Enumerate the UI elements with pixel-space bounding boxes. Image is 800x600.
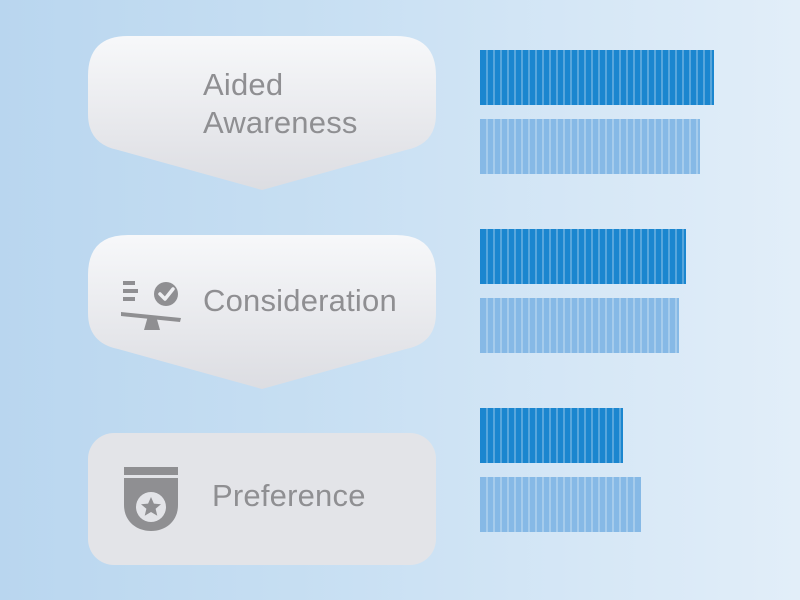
bar-primary-2 xyxy=(480,408,623,463)
stage-card xyxy=(88,235,436,389)
stage-consideration: Consideration xyxy=(88,235,436,390)
stage-label: Consideration xyxy=(203,283,397,318)
stage-label-line-2: Awareness xyxy=(203,105,358,140)
bar-primary-0 xyxy=(480,50,714,105)
stage-label: Aided Awareness xyxy=(203,66,358,142)
star-badge-icon xyxy=(124,467,178,531)
scale-check-icon xyxy=(121,281,181,330)
stage-preference: Preference xyxy=(88,433,436,565)
stage-label-line-1: Aided xyxy=(203,67,284,102)
bar-primary-1 xyxy=(480,229,686,284)
bar-secondary-0 xyxy=(480,119,700,174)
stage-card xyxy=(88,433,436,565)
stage-aided-awareness: Aided Awareness xyxy=(88,36,436,191)
stage-card xyxy=(88,36,436,190)
bar-secondary-1 xyxy=(480,298,679,353)
bar-secondary-2 xyxy=(480,477,641,532)
stage-label: Preference xyxy=(212,478,366,513)
